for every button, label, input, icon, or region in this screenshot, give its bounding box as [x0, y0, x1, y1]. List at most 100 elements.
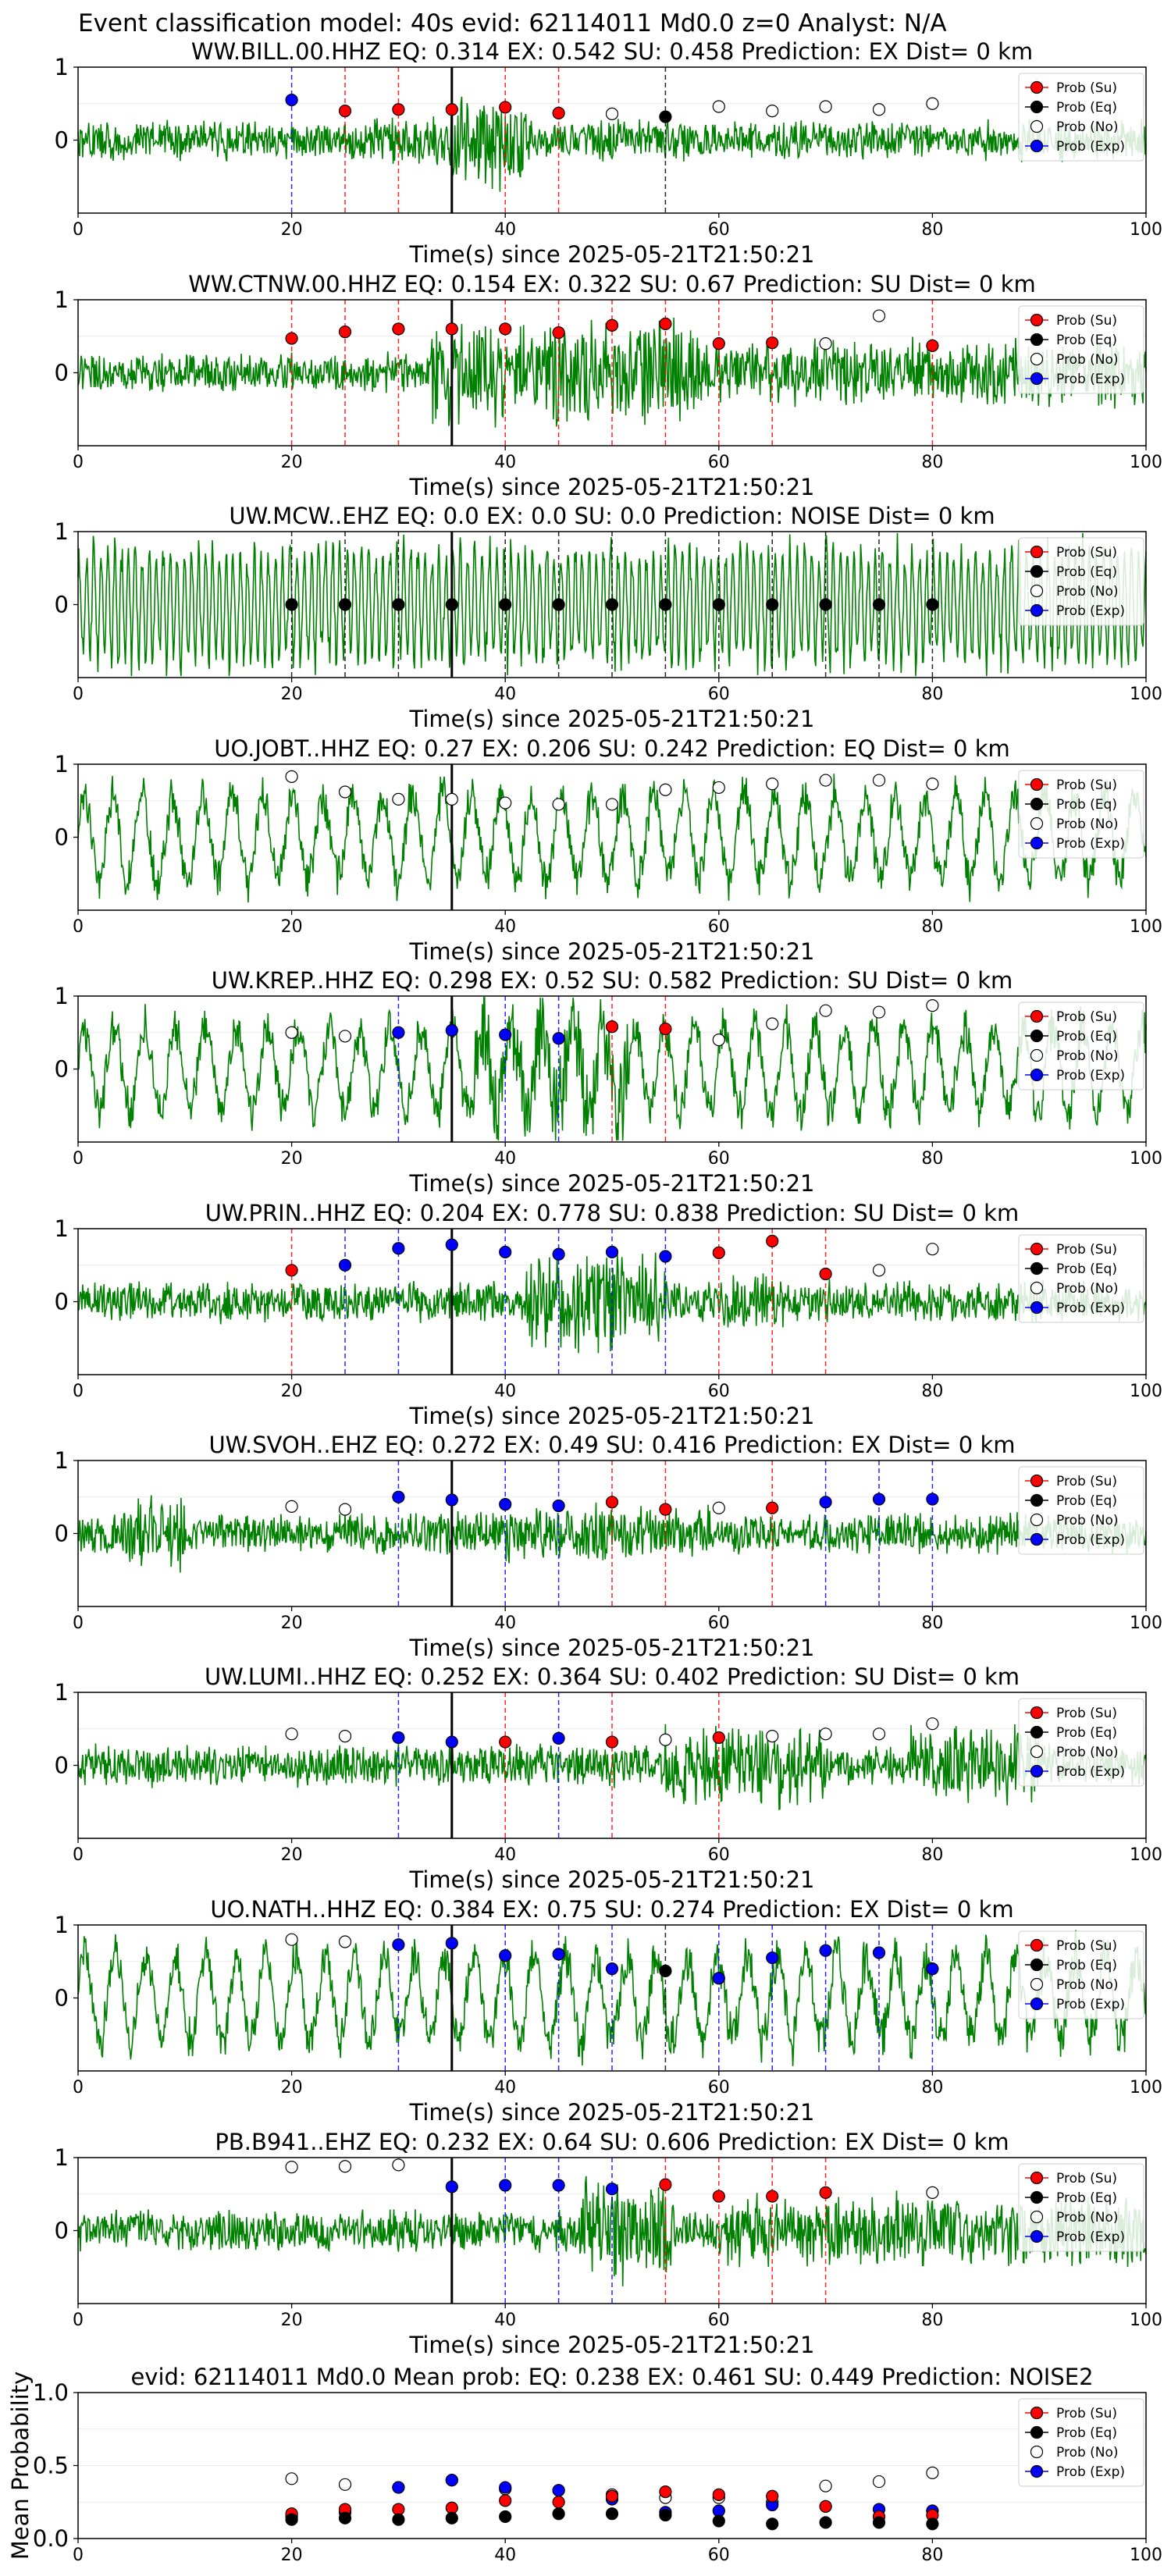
prob-marker	[872, 2516, 886, 2529]
x-tick-label: 20	[281, 2546, 303, 2565]
prob-marker	[552, 798, 565, 811]
panel-1: WW.BILL.00.HHZ EQ: 0.314 EX: 0.542 SU: 0…	[55, 38, 1162, 268]
legend-label: Prob (Su)	[1056, 80, 1117, 96]
prob-marker	[872, 774, 886, 787]
y-tick-label: 1	[55, 1679, 69, 1706]
legend-marker	[1030, 1493, 1044, 1507]
legend-box	[1018, 73, 1144, 162]
prob-marker	[392, 103, 405, 116]
legend: Prob (Su) Prob (Eq) Prob (No) Prob (Exp)	[1018, 770, 1144, 859]
y-tick-label: 1	[55, 2144, 69, 2171]
prob-marker	[926, 2517, 939, 2531]
legend-label: Prob (Exp)	[1056, 139, 1125, 155]
prob-marker	[872, 1946, 886, 1959]
prob-marker	[392, 598, 405, 611]
waveform-trace	[77, 1930, 1147, 2066]
prob-marker	[552, 1499, 565, 1513]
legend-label: Prob (No)	[1056, 2210, 1119, 2226]
legend-marker	[1030, 2445, 1044, 2459]
legend-marker	[1030, 2229, 1044, 2243]
panel-title: UW.KREP..HHZ EQ: 0.298 EX: 0.52 SU: 0.58…	[212, 967, 1013, 994]
prob-marker	[766, 2489, 779, 2503]
prob-marker	[926, 777, 939, 791]
legend-label: Prob (Exp)	[1056, 1068, 1125, 1083]
prob-marker	[338, 1730, 352, 1743]
prob-marker	[926, 339, 939, 353]
prob-marker	[926, 1243, 939, 1256]
x-tick-label: 20	[281, 917, 303, 937]
prob-marker	[445, 1238, 458, 1251]
x-tick-label: 20	[281, 685, 303, 704]
prob-marker	[338, 105, 352, 118]
prob-marker	[285, 1026, 298, 1039]
prob-marker	[499, 101, 512, 114]
panel-title: PB.B941..EHZ EQ: 0.232 EX: 0.64 SU: 0.60…	[215, 2129, 1009, 2155]
prob-marker	[552, 598, 565, 611]
y-tick-label: 0.5	[33, 2453, 69, 2479]
waveform-trace	[77, 1495, 1147, 1573]
y-tick-label: 1	[55, 1912, 69, 1938]
x-tick-label: 80	[921, 453, 943, 472]
legend-label: Prob (Eq)	[1056, 1029, 1117, 1044]
prob-marker	[712, 598, 725, 611]
x-tick-label: 100	[1130, 685, 1162, 704]
legend-label: Prob (No)	[1056, 352, 1119, 368]
x-tick-label: 80	[921, 2078, 943, 2097]
legend-marker	[1030, 584, 1044, 598]
legend-label: Prob (Eq)	[1056, 1725, 1117, 1741]
prob-marker	[819, 2500, 832, 2513]
y-tick-label: 0	[55, 127, 69, 154]
prob-marker	[605, 1735, 619, 1749]
prob-marker	[499, 1245, 512, 1259]
legend: Prob (Su) Prob (Eq) Prob (No) Prob (Exp)	[1018, 1466, 1144, 1555]
prob-marker	[712, 1972, 725, 1985]
prob-marker	[712, 781, 725, 795]
x-axis-label: Time(s) since 2025-05-21T21:50:21	[409, 2332, 815, 2358]
legend-label: Prob (Exp)	[1056, 1997, 1125, 2012]
prob-marker	[392, 2158, 405, 2172]
legend-label: Prob (Eq)	[1056, 2425, 1117, 2441]
legend-label: Prob (Su)	[1056, 1706, 1117, 1721]
legend-label: Prob (Su)	[1056, 1474, 1117, 1489]
prob-marker	[766, 598, 779, 611]
legend-label: Prob (No)	[1056, 1513, 1119, 1528]
legend-marker	[1030, 80, 1044, 94]
prob-marker	[659, 1733, 672, 1746]
legend-label: Prob (No)	[1056, 584, 1119, 600]
legend-marker	[1030, 545, 1044, 559]
panel-6: UW.PRIN..HHZ EQ: 0.204 EX: 0.778 SU: 0.8…	[55, 1200, 1162, 1429]
prob-marker	[926, 97, 939, 110]
prob-marker	[338, 1503, 352, 1516]
x-tick-label: 20	[281, 1614, 303, 1633]
prob-marker	[338, 2478, 352, 2491]
y-tick-label: 1	[55, 54, 69, 80]
prob-marker	[392, 1938, 405, 1952]
prob-marker	[605, 798, 619, 811]
prob-marker	[926, 2466, 939, 2479]
prob-marker	[499, 2179, 512, 2192]
legend-label: Prob (Su)	[1056, 2171, 1117, 2186]
prob-marker	[712, 1501, 725, 1514]
prob-marker	[338, 2160, 352, 2173]
prob-marker	[819, 1004, 832, 1017]
x-tick-label: 20	[281, 220, 303, 240]
prob-marker	[499, 1497, 512, 1511]
y-tick-label: 1	[55, 1215, 69, 1242]
legend-label: Prob (Eq)	[1056, 564, 1117, 580]
prob-marker	[499, 2481, 512, 2494]
legend-box	[1018, 1698, 1144, 1787]
legend: Prob (Su) Prob (Eq) Prob (No) Prob (Exp)	[1018, 2398, 1144, 2487]
legend-label: Prob (Exp)	[1056, 836, 1125, 852]
panel-11: evid: 62114011 Md0.0 Mean prob: EQ: 0.23…	[7, 2364, 1162, 2565]
panel-title: UW.PRIN..HHZ EQ: 0.204 EX: 0.778 SU: 0.8…	[205, 1200, 1019, 1226]
prob-marker	[285, 2472, 298, 2485]
prob-marker	[819, 100, 832, 113]
legend-label: Prob (Su)	[1056, 545, 1117, 560]
panel-8: UW.LUMI..HHZ EQ: 0.252 EX: 0.364 SU: 0.4…	[55, 1663, 1162, 1893]
prob-marker	[552, 1731, 565, 1745]
prob-marker	[285, 2161, 298, 2174]
legend-box	[1018, 1002, 1144, 1091]
prob-marker	[659, 2508, 672, 2522]
x-tick-label: 20	[281, 453, 303, 472]
prob-marker	[926, 1493, 939, 1506]
